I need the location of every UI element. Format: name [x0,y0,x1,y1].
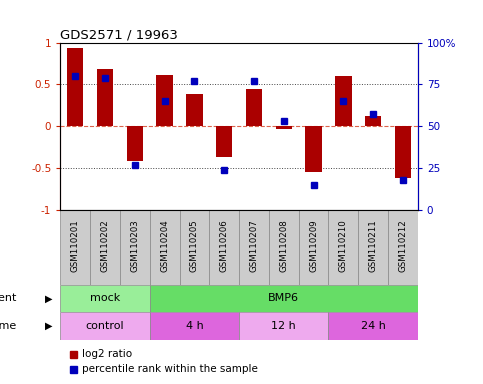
Text: GSM110202: GSM110202 [100,219,110,272]
Bar [180,210,209,285]
Bar [358,210,388,285]
Bar [395,126,411,178]
Text: mock: mock [90,293,120,303]
Bar [388,210,418,285]
Bar [276,126,292,129]
Text: 24 h: 24 h [361,321,385,331]
Text: ▶: ▶ [44,293,52,303]
Bar [60,210,90,285]
Text: control: control [86,321,124,331]
Bar [127,126,143,161]
Text: percentile rank within the sample: percentile rank within the sample [82,364,257,374]
Text: GSM110206: GSM110206 [220,219,228,272]
Bar [209,210,239,285]
Bar [150,312,239,340]
Text: GSM110205: GSM110205 [190,219,199,272]
Bar [120,210,150,285]
Bar [328,312,418,340]
Bar [150,210,180,285]
Bar [186,94,202,126]
Text: GSM110207: GSM110207 [250,219,258,272]
Text: agent: agent [0,293,17,303]
Text: BMP6: BMP6 [268,293,299,303]
Bar [365,116,381,126]
Bar [60,312,150,340]
Bar [97,70,113,126]
Bar [246,89,262,126]
Text: GDS2571 / 19963: GDS2571 / 19963 [60,28,178,41]
Text: GSM110203: GSM110203 [130,219,139,272]
Bar [156,75,173,126]
Text: log2 ratio: log2 ratio [82,349,132,359]
Text: 4 h: 4 h [185,321,203,331]
Bar [90,210,120,285]
Text: GSM110209: GSM110209 [309,219,318,272]
Text: GSM110201: GSM110201 [71,219,80,272]
Bar [335,76,352,126]
Bar [239,312,328,340]
Bar [269,210,298,285]
Text: GSM110212: GSM110212 [398,219,407,272]
Text: GSM110211: GSM110211 [369,219,378,272]
Text: GSM110204: GSM110204 [160,219,169,272]
Text: 12 h: 12 h [271,321,296,331]
Bar [67,48,84,126]
Text: time: time [0,321,17,331]
Bar [216,126,232,157]
Bar [298,210,328,285]
Text: GSM110208: GSM110208 [279,219,288,272]
Bar [239,210,269,285]
Bar [150,285,418,312]
Text: GSM110210: GSM110210 [339,219,348,272]
Bar [60,285,150,312]
Bar [328,210,358,285]
Text: ▶: ▶ [44,321,52,331]
Bar [305,126,322,172]
